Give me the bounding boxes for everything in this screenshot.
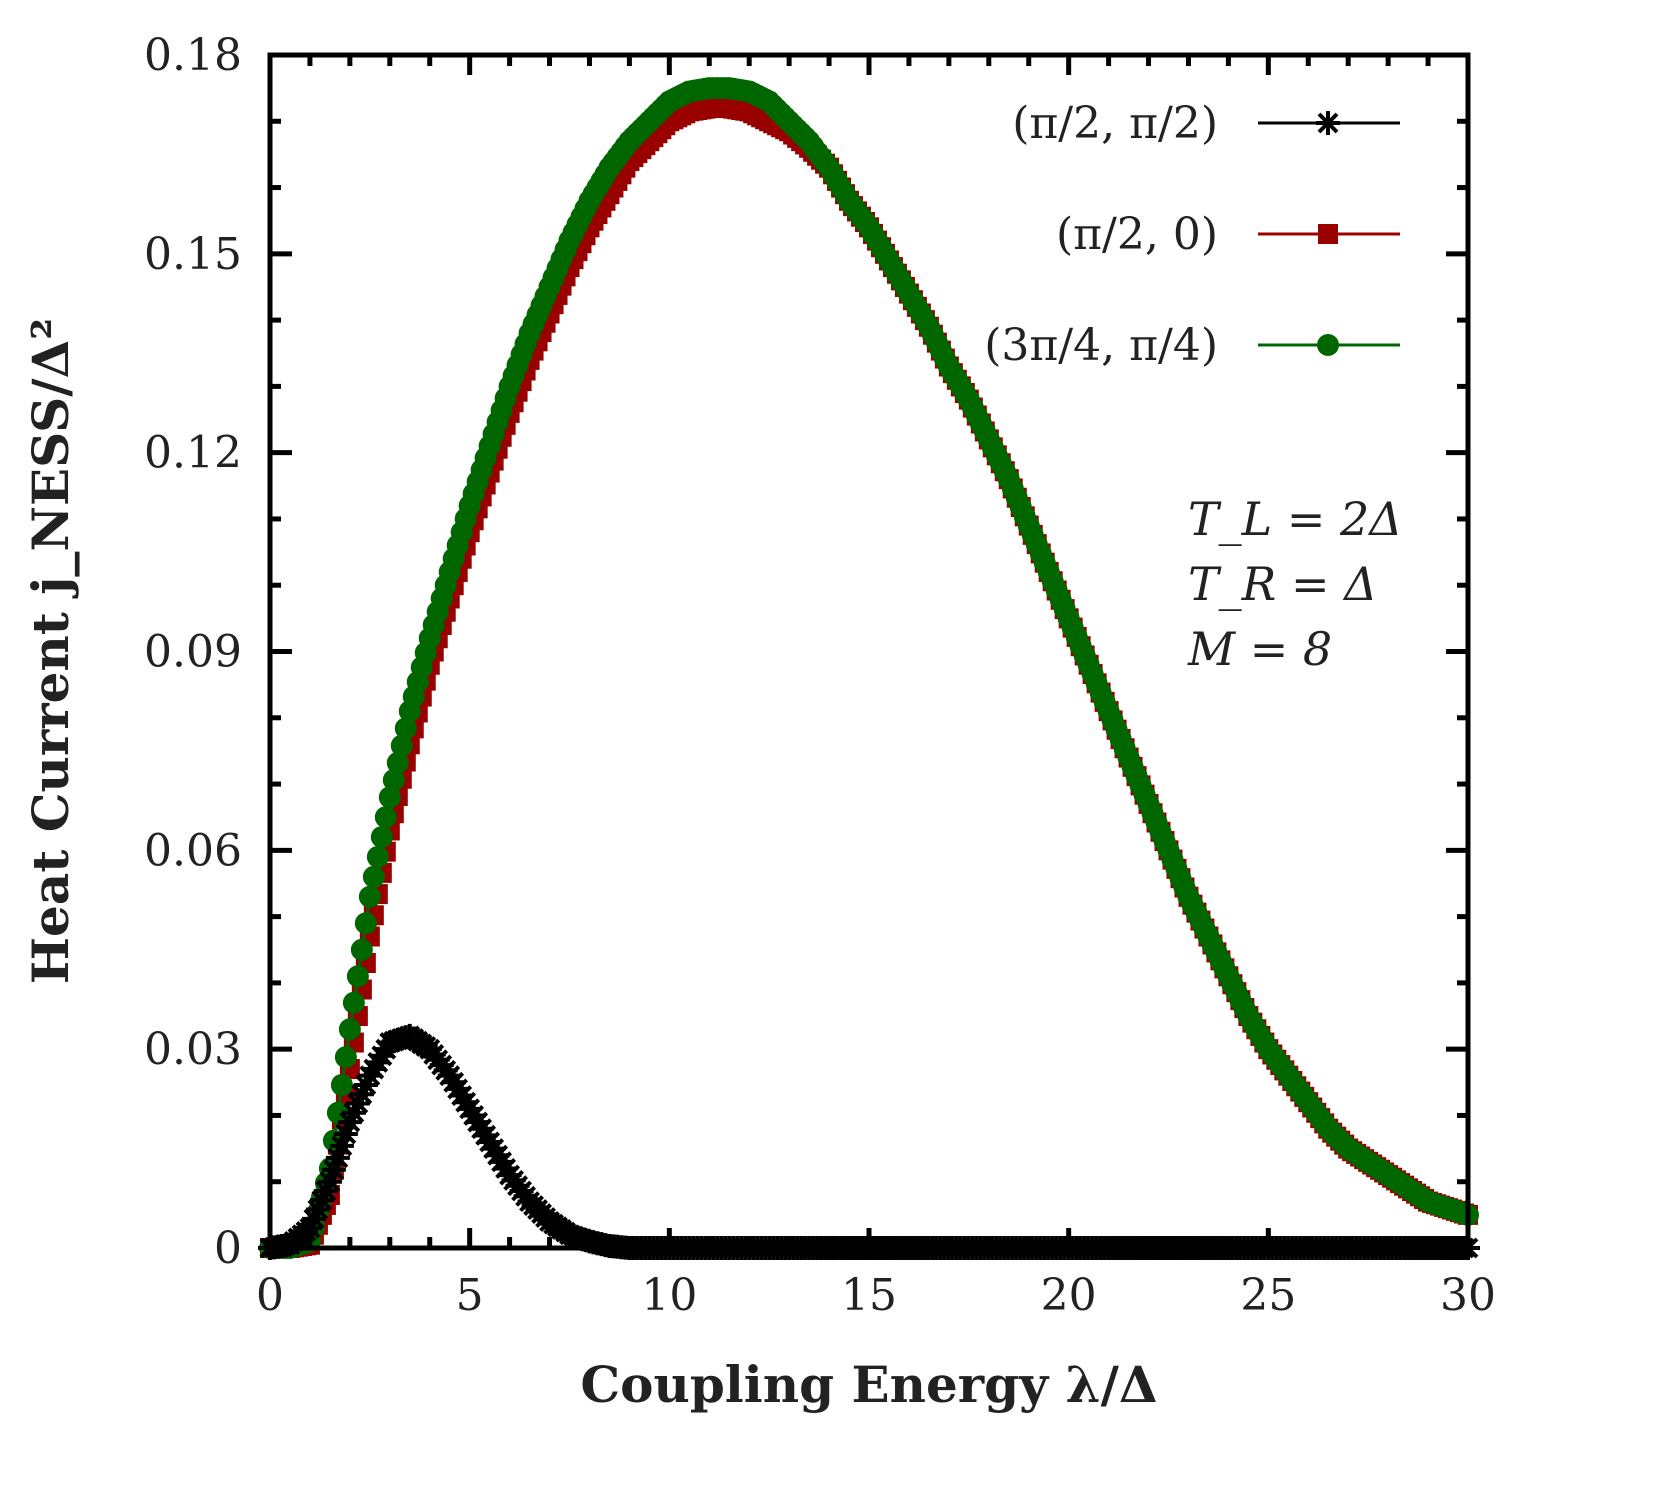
data-point <box>301 1206 326 1231</box>
legend-label: (π/2, 0) <box>1056 209 1218 260</box>
data-point <box>366 845 389 868</box>
data-point <box>342 991 365 1014</box>
axis-ticks: 0 5 10 15 20 25 30 0 0.03 0.06 0.09 0.12 0.15 0.18 <box>144 30 1496 1321</box>
data-point <box>325 1145 350 1170</box>
y-tick-label: 0.06 <box>144 825 242 876</box>
data-point <box>297 1216 322 1241</box>
y-tick-label: 0.15 <box>144 229 242 280</box>
legend-marker <box>1318 224 1338 244</box>
y-axis-title: Heat Current j_NESS/Δ² <box>21 318 80 984</box>
x-tick-label: 25 <box>1240 1270 1296 1321</box>
annotations: T_L = 2Δ T_R = Δ M = 8 <box>1187 492 1403 676</box>
data-point <box>330 1073 353 1096</box>
series-asterisk <box>258 1023 1480 1260</box>
data-point <box>390 734 413 757</box>
data-point <box>353 1072 378 1097</box>
x-tick-label: 0 <box>256 1270 284 1321</box>
data-point <box>354 912 377 935</box>
data-point <box>321 1157 346 1182</box>
data-point <box>313 1179 338 1203</box>
data-point <box>346 965 369 988</box>
data-point <box>358 885 381 908</box>
series-circle <box>259 77 1479 1259</box>
data-point <box>333 1122 358 1146</box>
data-point <box>378 786 401 809</box>
data-point <box>345 1091 370 1116</box>
x-tick-label: 15 <box>841 1270 897 1321</box>
legend-label: (π/2, π/2) <box>1012 98 1218 149</box>
data-point <box>374 806 397 829</box>
data-point <box>362 865 385 888</box>
data-point <box>309 1188 334 1213</box>
data-point <box>349 1082 374 1107</box>
y-tick-label: 0.18 <box>144 30 242 81</box>
data-point <box>317 1169 342 1194</box>
data-point <box>370 826 393 849</box>
annotation-tl: T_L = 2Δ <box>1188 492 1403 546</box>
x-tick-label: 10 <box>641 1270 697 1321</box>
data-point <box>394 717 417 740</box>
legend-item: (π/2, 0) <box>1056 209 1400 260</box>
data-point <box>334 1046 357 1069</box>
y-tick-label: 0.12 <box>144 428 242 479</box>
legend-item: (3π/4, π/4) <box>984 320 1400 371</box>
data-point <box>341 1100 366 1125</box>
legend: (π/2, π/2) (π/2, 0) (3π/4, π/4) <box>984 98 1400 371</box>
data-point <box>337 1110 362 1135</box>
data-point <box>386 751 409 774</box>
data-point <box>338 1018 361 1041</box>
data-point <box>329 1133 354 1158</box>
legend-marker <box>1316 111 1340 135</box>
data-point <box>350 938 373 961</box>
y-tick-label: 0.09 <box>144 627 242 678</box>
x-axis-title: Coupling Energy λ/Δ <box>580 1355 1157 1414</box>
data-point <box>305 1197 330 1222</box>
x-tick-label: 20 <box>1041 1270 1097 1321</box>
annotation-m: M = 8 <box>1187 622 1332 676</box>
y-tick-label: 0.03 <box>144 1024 242 1075</box>
annotation-tr: T_R = Δ <box>1188 557 1377 611</box>
legend-label: (3π/4, π/4) <box>984 320 1218 371</box>
x-tick-label: 30 <box>1440 1270 1496 1321</box>
y-tick-label: 0 <box>214 1223 242 1274</box>
x-tick-label: 5 <box>456 1270 484 1321</box>
legend-item: (π/2, π/2) <box>1012 98 1400 149</box>
legend-marker <box>1317 334 1339 356</box>
data-point <box>382 769 405 792</box>
